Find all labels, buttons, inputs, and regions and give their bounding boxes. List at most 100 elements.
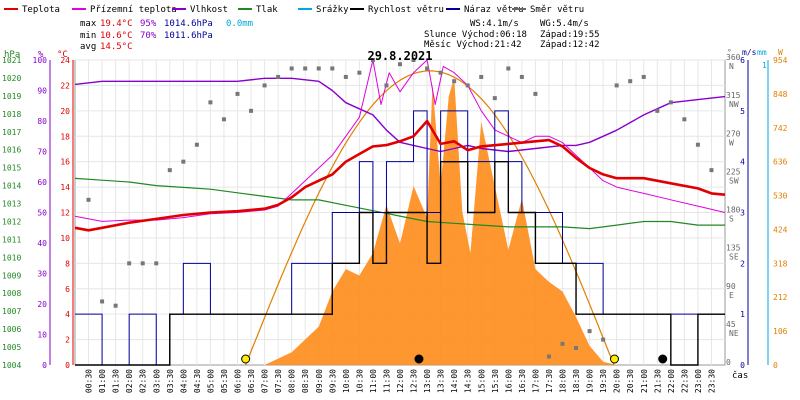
- temp-tick-label: 16: [60, 158, 70, 167]
- pct-tick-label: 80: [37, 117, 47, 126]
- dir-tick-label: 90: [726, 282, 736, 291]
- wind-direction-point: [574, 346, 579, 351]
- wind-direction-point: [398, 62, 402, 67]
- wind-direction-point: [411, 58, 416, 62]
- x-tick-label: 02:30: [139, 369, 148, 393]
- x-tick-label: 05:30: [220, 369, 229, 393]
- x-tick-label: 23:00: [694, 369, 703, 393]
- wind-direction-point: [438, 70, 443, 75]
- hpa-tick-label: 1009: [2, 271, 21, 280]
- hpa-tick-label: 1011: [2, 235, 21, 244]
- legend: Teplota Přízemní teplota Vlhkost Tlak Srážky…: [4, 5, 584, 15]
- dir-tick-compass: SE: [729, 253, 739, 262]
- wind-direction-point: [506, 66, 511, 71]
- moon-marker: [658, 354, 668, 364]
- wind-direction-point: [425, 66, 430, 71]
- temp-tick-label: 18: [60, 132, 70, 141]
- x-tick-label: 07:00: [261, 369, 270, 393]
- solar-tick-label: 530: [773, 192, 788, 201]
- hpa-tick-label: 1014: [2, 182, 21, 191]
- pct-axis-unit: %: [38, 50, 44, 60]
- x-tick-label: 16:30: [518, 369, 527, 393]
- rain-axis-unit: mm: [757, 48, 767, 57]
- wind-direction-point: [262, 83, 267, 88]
- legend-label: Náraz větru: [464, 5, 524, 15]
- wind-tick-label: 5: [740, 107, 745, 116]
- chart-title: 29.8.2021: [367, 49, 432, 63]
- wind-direction-point: [276, 74, 281, 79]
- legend-label: Rychlost větru: [368, 5, 444, 15]
- dir-tick-compass: NE: [729, 329, 739, 338]
- legend-label: Směr větru: [530, 5, 584, 15]
- dir-tick-compass: NW: [729, 100, 739, 109]
- sun-marker: [610, 354, 619, 364]
- stats-row-label: avg: [80, 42, 96, 52]
- wind-direction-point: [492, 96, 497, 101]
- wind-direction-point: [208, 100, 213, 105]
- hpa-tick-label: 1004: [2, 361, 21, 370]
- x-tick-label: 14:00: [450, 369, 459, 393]
- dir-tick-label: 45: [726, 320, 736, 329]
- wind-direction-point: [601, 337, 606, 342]
- sun-marker: [241, 354, 251, 364]
- x-tick-label: 20:30: [626, 369, 635, 393]
- wind-direction-point: [614, 83, 619, 88]
- wind-direction-point: [452, 79, 457, 84]
- temp-tick-label: 22: [60, 81, 70, 90]
- wind-direction-point: [343, 74, 348, 79]
- solar-tick-label: 318: [773, 259, 788, 268]
- stats-row-label: min: [80, 31, 96, 41]
- x-tick-label: 01:30: [112, 369, 121, 393]
- stats-humidity: 70%: [140, 31, 157, 41]
- stats-block: max 19.4°C 95% 1014.6hPa 0.0mm min 10.6°C 70% 10…: [80, 19, 600, 52]
- x-tick-label: 20:00: [613, 369, 622, 393]
- hpa-tick-label: 1020: [2, 74, 21, 83]
- wind-direction-point: [194, 142, 199, 147]
- temp-tick-label: 0: [65, 361, 70, 370]
- wind-direction-point: [641, 74, 646, 79]
- hpa-tick-label: 1015: [2, 164, 21, 173]
- solar-axis-unit: W: [778, 48, 783, 57]
- x-tick-label: 09:30: [328, 369, 337, 393]
- wind-direction-point: [235, 91, 240, 96]
- temp-axis-unit: °C: [57, 50, 68, 60]
- dir-tick-label: 180: [726, 206, 741, 215]
- solar-tick-label: 0: [773, 361, 778, 370]
- wind-direction-point: [587, 329, 592, 334]
- wind-direction-point: [655, 108, 660, 113]
- wind-direction-point: [154, 261, 159, 266]
- x-tick-label: 00:30: [85, 369, 94, 393]
- wind-direction-point: [357, 70, 362, 75]
- wind-direction-point: [560, 341, 565, 346]
- wind-direction-point: [546, 354, 551, 359]
- x-tick-label: 10:00: [342, 369, 351, 393]
- solar-tick-label: 954: [773, 56, 788, 65]
- pct-tick-label: 50: [37, 209, 47, 218]
- wind-direction-point: [668, 100, 673, 105]
- hpa-tick-label: 1005: [2, 343, 21, 352]
- info-wind-speed: WS:4.1m/s: [470, 19, 519, 29]
- hpa-tick-label: 1017: [2, 128, 21, 137]
- dir-tick-label: 225: [726, 167, 741, 176]
- hpa-tick-label: 1010: [2, 253, 21, 262]
- wind-direction-point: [181, 159, 186, 164]
- wind-direction-point: [682, 117, 687, 122]
- x-tick-label: 09:00: [315, 369, 324, 393]
- info-sun-rise: Slunce Východ:06:18: [424, 30, 527, 40]
- temp-tick-label: 8: [65, 259, 70, 268]
- stats-humidity: 95%: [140, 19, 157, 29]
- stats-temp: 19.4°C: [100, 19, 133, 29]
- series-layer: [74, 58, 726, 366]
- x-tick-label: 04:30: [193, 369, 202, 393]
- wind-direction-point: [533, 91, 538, 96]
- x-tick-label: 15:30: [491, 369, 500, 393]
- x-tick-label: 08:00: [288, 369, 297, 393]
- x-tick-label: 18:00: [559, 369, 568, 393]
- temperature-line: [74, 119, 726, 232]
- wind-tick-label: 0: [740, 361, 745, 370]
- wind-direction-point: [289, 66, 294, 71]
- hpa-tick-label: 1013: [2, 200, 21, 209]
- stats-pressure: 1014.6hPa: [164, 19, 213, 29]
- stats-rain: 0.0mm: [226, 19, 253, 29]
- wind-direction-point: [519, 74, 524, 79]
